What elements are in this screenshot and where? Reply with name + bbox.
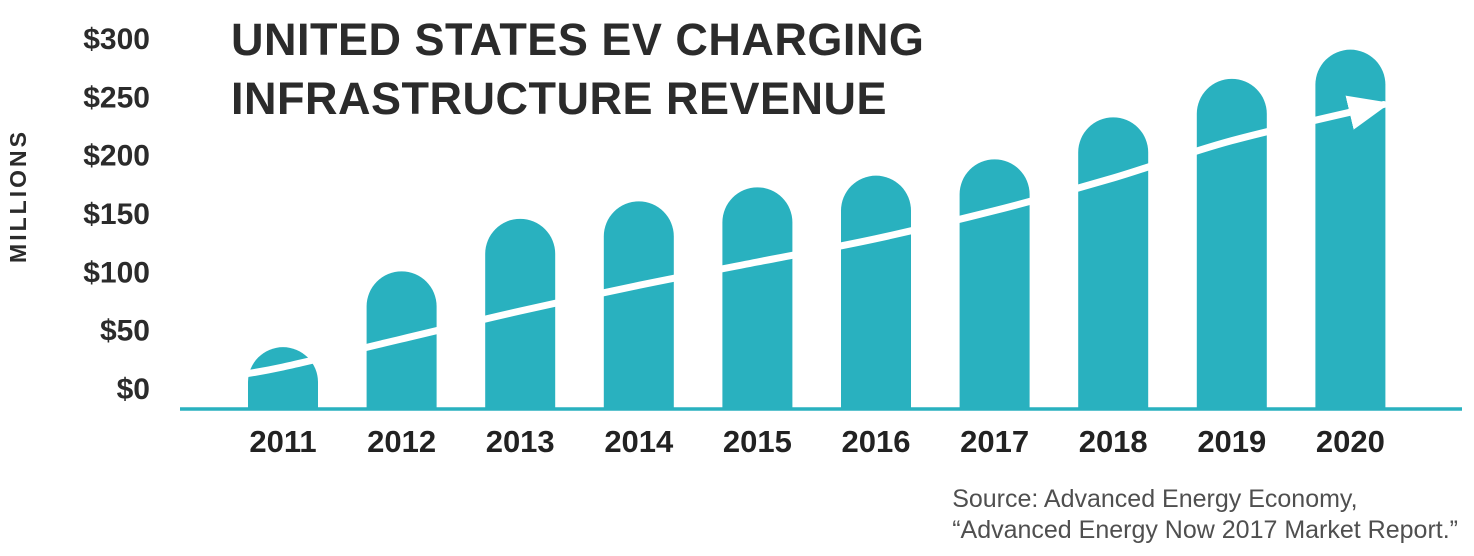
x-tick-label-2012: 2012 (367, 424, 436, 459)
x-tick-label-2011: 2011 (249, 424, 316, 459)
x-tick-label-2017: 2017 (960, 424, 1029, 459)
x-tick-label-2019: 2019 (1197, 424, 1266, 459)
bar-2015 (722, 187, 793, 410)
y-axis-title: MILLIONS (5, 129, 31, 263)
y-tick-label: $150 (83, 198, 150, 231)
bar-2017 (959, 159, 1030, 410)
x-tick-label-2016: 2016 (842, 424, 911, 459)
y-tick-label: $0 (117, 373, 150, 406)
bar-2019 (1196, 78, 1267, 410)
chart-title-line1: UNITED STATES EV CHARGING (231, 14, 925, 65)
x-tick-label-2020: 2020 (1316, 424, 1385, 459)
x-tick-label-2014: 2014 (604, 424, 674, 459)
source-line1: Source: Advanced Energy Economy, (952, 485, 1358, 513)
bar-2011 (248, 347, 318, 410)
source-line2: “Advanced Energy Now 2017 Market Report.… (952, 516, 1458, 544)
chart-title-line2: INFRASTRUCTURE REVENUE (231, 73, 888, 125)
bar-2016 (841, 175, 911, 410)
source-attribution: Source: Advanced Energy Economy, “Advanc… (952, 484, 1458, 546)
x-tick-label-2013: 2013 (486, 424, 555, 459)
y-tick-label: $200 (83, 140, 150, 173)
labels-layer: $0 $50 $100 $150 $200 $250 $300 MILLIONS 2011 201… (5, 23, 1385, 459)
bar-2014 (603, 201, 674, 410)
trendline-layer (226, 95, 1391, 380)
bar-2020 (1315, 49, 1386, 410)
x-tick-label-2015: 2015 (723, 424, 792, 459)
y-tick-label: $300 (83, 23, 150, 56)
bar-2018 (1078, 117, 1149, 411)
y-tick-label: $250 (83, 81, 150, 114)
chart-title: UNITED STATES EV CHARGING INFRASTRUCTURE… (231, 10, 924, 129)
y-tick-label: $100 (83, 256, 150, 289)
x-tick-label-2018: 2018 (1079, 424, 1148, 459)
trend-line (226, 95, 1391, 380)
y-tick-label: $50 (100, 315, 150, 348)
